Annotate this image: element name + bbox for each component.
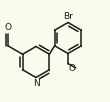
Text: O: O (69, 64, 75, 73)
Text: Br: Br (63, 12, 73, 21)
Text: N: N (33, 79, 39, 89)
Text: O: O (4, 23, 11, 32)
